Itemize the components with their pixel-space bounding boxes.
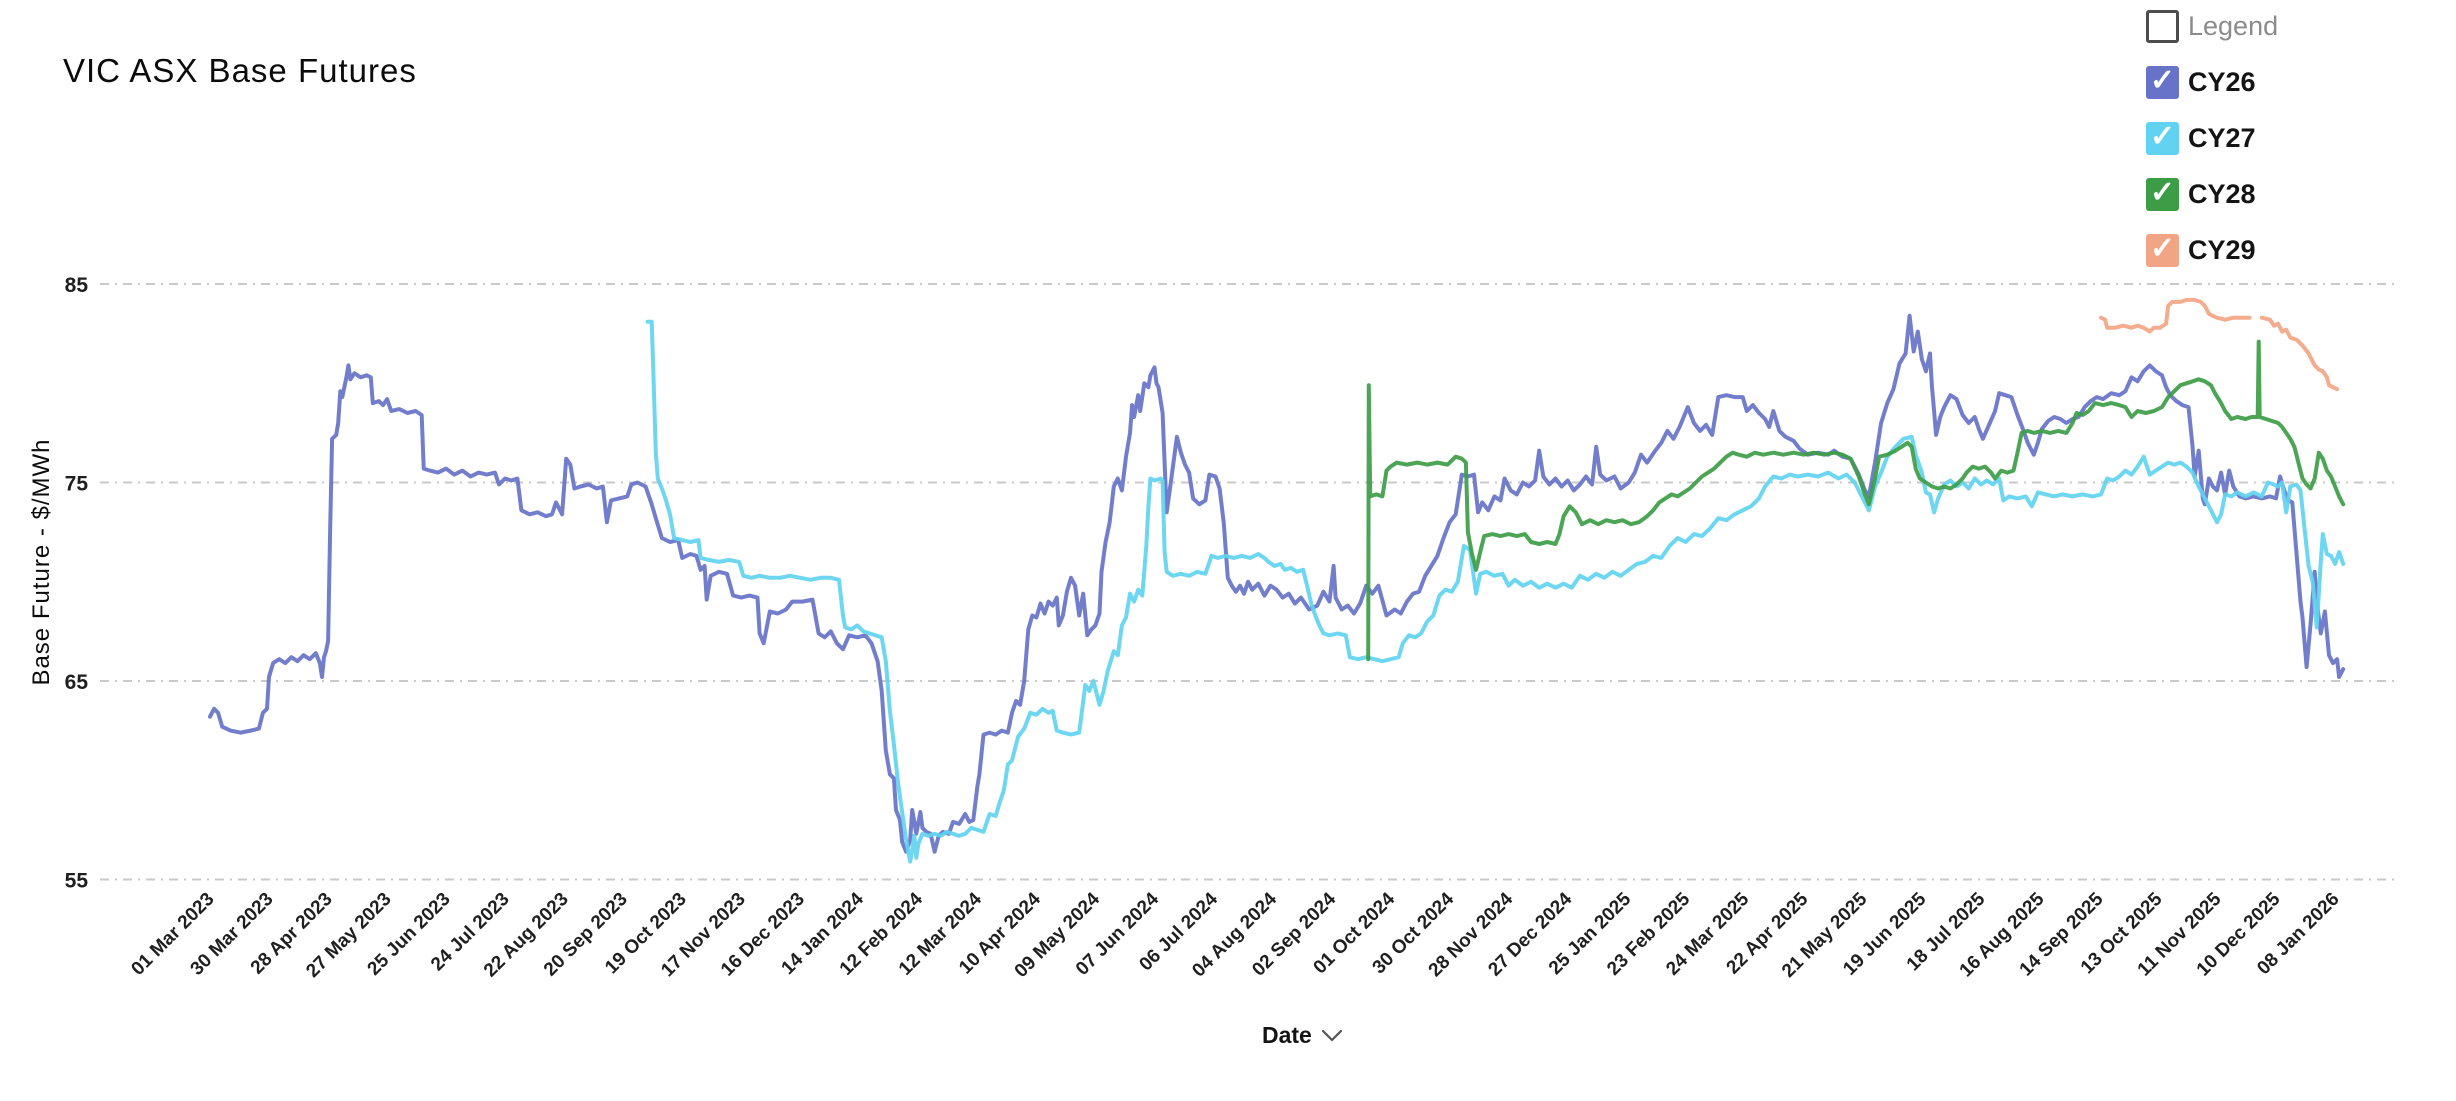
legend-item-cy27[interactable]: ✓ CY27 [2146,120,2278,156]
legend-item-cy29[interactable]: ✓ CY29 [2146,232,2278,268]
y-tick-label: 75 [65,473,89,496]
legend-item-cy28[interactable]: ✓ CY28 [2146,176,2278,212]
legend-item-label: CY28 [2188,178,2256,209]
line-cy27 [645,319,2346,864]
date-axis-dropdown[interactable]: Date [1262,1022,1342,1049]
chevron-down-icon [1321,1029,1342,1042]
legend-checkbox-unchecked [2146,9,2179,43]
legend: Legend ✓ CY26 ✓ CY27 ✓ CY28 ✓ CY29 [2146,8,2278,268]
y-axis-title: Base Future - $/MWh [28,438,55,686]
check-icon: ✓ [2149,176,2176,209]
y-tick-label: 85 [65,274,89,297]
cy27-checkbox-checked: ✓ [2146,120,2179,155]
cy29-checkbox-checked: ✓ [2146,232,2179,267]
y-tick-label: 65 [65,671,89,694]
line-cy29 [2259,315,2340,392]
y-tick-label: 55 [65,870,89,893]
line-cy29 [2099,297,2252,334]
legend-item-label: CY29 [2188,234,2256,265]
check-icon: ✓ [2149,64,2176,97]
cy26-checkbox-checked: ✓ [2146,64,2179,99]
check-icon: ✓ [2149,120,2176,153]
line-cy28 [1366,339,2346,662]
legend-item-cy26[interactable]: ✓ CY26 [2146,64,2278,100]
legend-toggle-row[interactable]: Legend [2146,8,2278,44]
check-icon: ✓ [2149,232,2176,265]
x-axis-title: Date [1262,1022,1312,1048]
legend-item-label: CY26 [2188,66,2256,97]
line-cy26 [208,313,2346,854]
legend-item-label: CY27 [2188,122,2256,153]
legend-title: Legend [2188,10,2279,41]
cy28-checkbox-checked: ✓ [2146,176,2179,211]
page-title: VIC ASX Base Futures [63,52,417,89]
